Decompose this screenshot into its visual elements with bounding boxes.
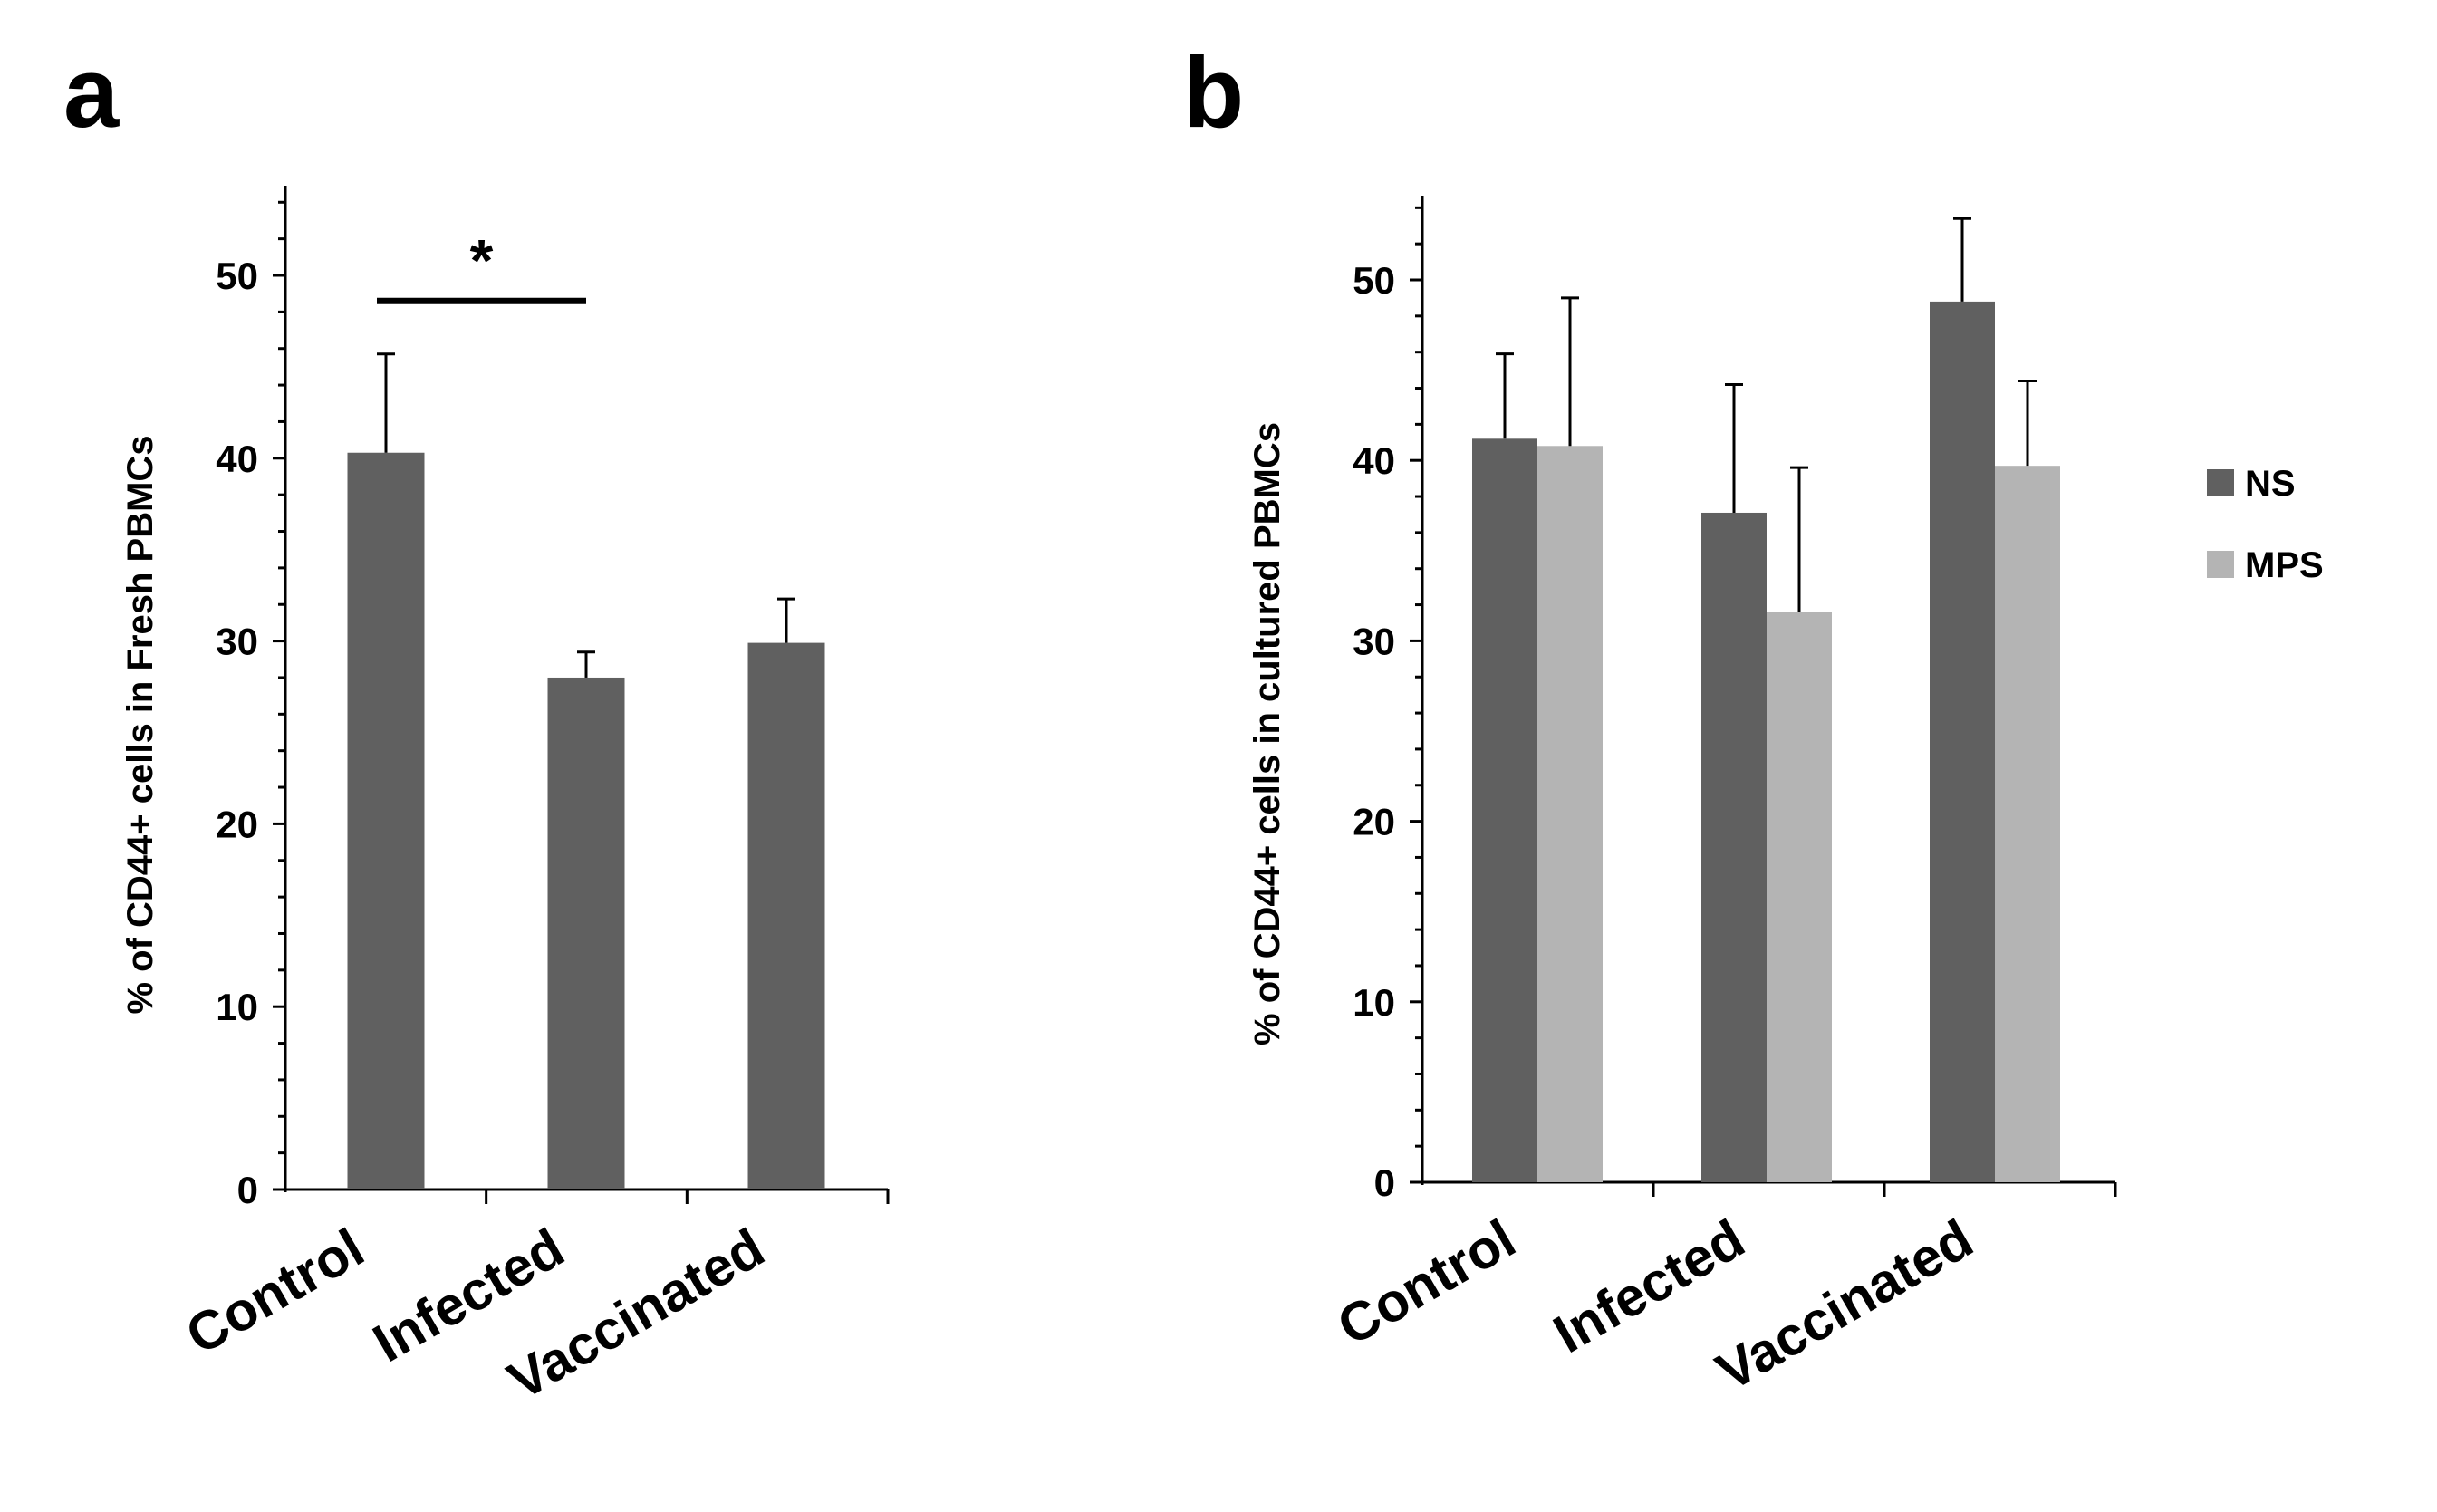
y-tick-label: 30 [216, 621, 258, 663]
bar-mps-infected [1767, 612, 1832, 1182]
panel-a-bars [347, 452, 825, 1190]
panel-a: a % of CD44+ cells in Fresh PBMCs 0 10 20 3… [63, 37, 890, 1411]
y-tick-label: 40 [216, 438, 258, 480]
panel-a-y-axis-label: % of CD44+ cells in Fresh PBMCs [120, 435, 160, 1014]
y-tick-label: 10 [216, 986, 258, 1028]
panel-a-letter: a [63, 37, 120, 149]
category-label-control: Control [1327, 1208, 1525, 1357]
panel-b-letter: b [1183, 37, 1244, 149]
bar-mps-control [1537, 446, 1603, 1182]
bar-mps-vaccinated [1995, 466, 2060, 1182]
bar-control [347, 452, 425, 1190]
y-tick-label: 50 [1353, 259, 1395, 302]
panel-b-y-axis-label: % of CD44+ cells in cultured PBMCs [1247, 422, 1287, 1045]
y-tick-label: 50 [216, 255, 258, 297]
y-tick-label: 30 [1353, 620, 1395, 662]
bar-vaccinated [747, 642, 825, 1189]
panel-b: b % of CD44+ cells in cultured PBMCs 0 10… [1183, 37, 2324, 1402]
panel-b-bars [1472, 301, 2060, 1182]
y-tick-label: 40 [1353, 439, 1395, 482]
panel-b-error-bars [1496, 217, 2037, 612]
bar-ns-control [1472, 438, 1537, 1182]
panel-b-legend: NS MPS [2207, 464, 2324, 585]
panel-a-significance: * [377, 226, 586, 304]
bar-infected [547, 677, 625, 1189]
significance-star: * [470, 226, 494, 294]
y-tick-label: 20 [1353, 801, 1395, 843]
panel-a-error-bars [377, 352, 795, 678]
legend-swatch-ns [2207, 469, 2234, 496]
bar-ns-vaccinated [1930, 301, 1995, 1182]
category-label-control: Control [176, 1217, 373, 1366]
category-label-vaccinated: Vaccinated [1706, 1208, 1982, 1402]
legend-label-mps: MPS [2245, 545, 2324, 585]
y-tick-label: 20 [216, 803, 258, 845]
legend-label-ns: NS [2245, 464, 2296, 504]
legend-swatch-mps [2207, 551, 2234, 578]
bar-ns-infected [1701, 512, 1767, 1182]
y-tick-label: 0 [1374, 1161, 1395, 1204]
y-tick-label: 0 [237, 1169, 258, 1211]
y-tick-label: 10 [1353, 981, 1395, 1024]
